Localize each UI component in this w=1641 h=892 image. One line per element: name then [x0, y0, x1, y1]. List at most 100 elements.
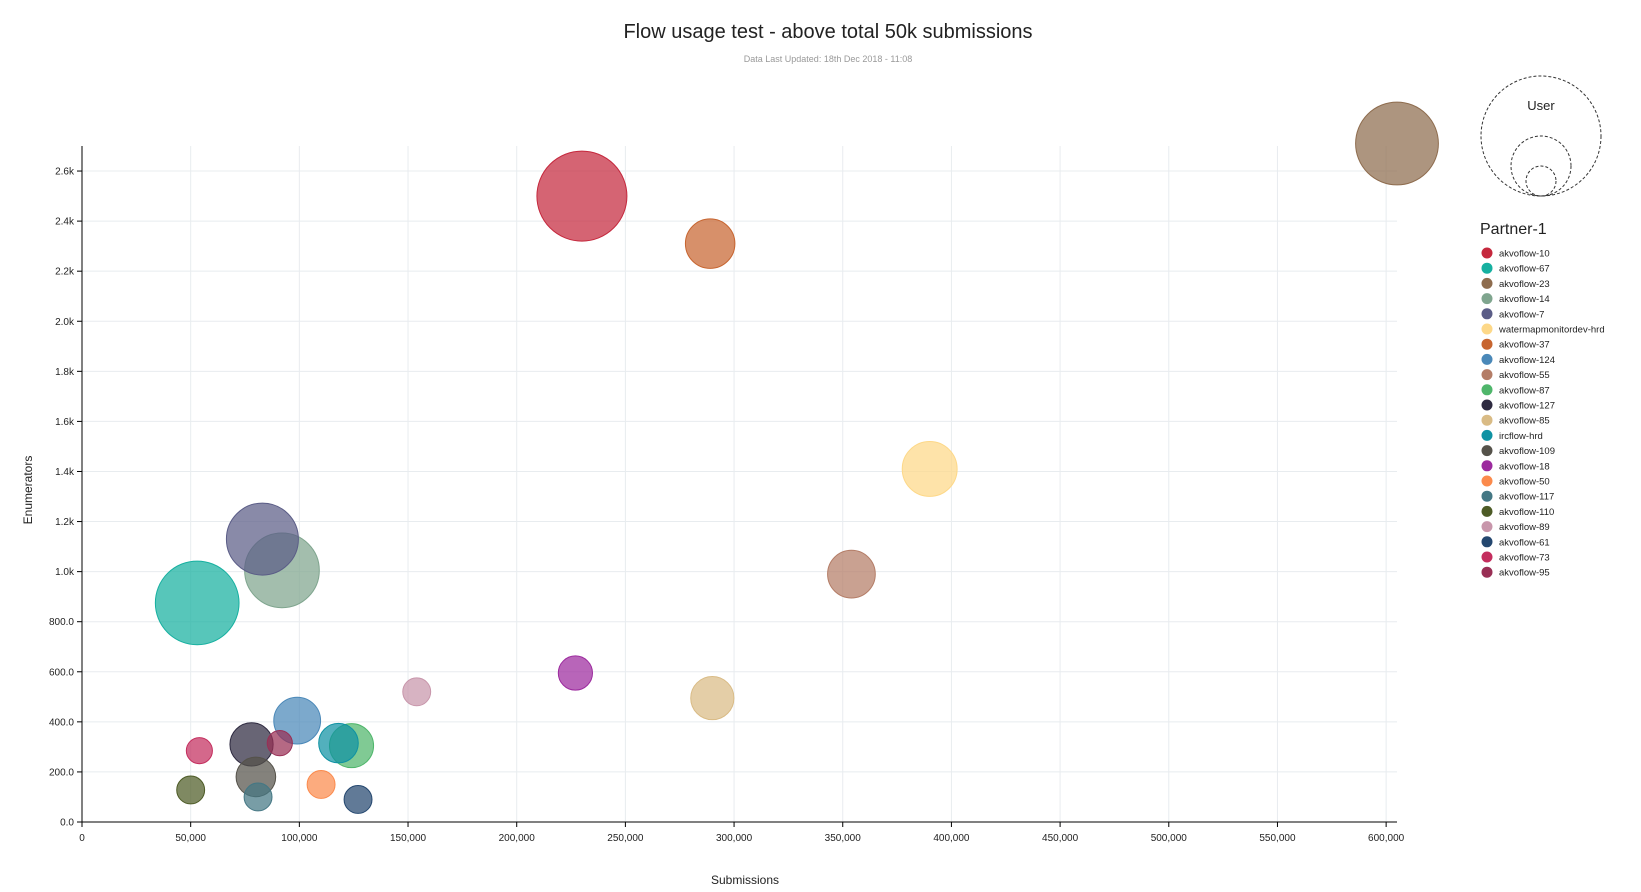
y-tick-label: 1.6k — [55, 417, 75, 428]
legend-swatch — [1481, 247, 1493, 259]
legend-item-akvoflow-85[interactable]: akvoflow-85 — [1481, 414, 1550, 427]
legend-item-akvoflow-95[interactable]: akvoflow-95 — [1481, 566, 1550, 579]
legend-item-akvoflow-117[interactable]: akvoflow-117 — [1481, 490, 1555, 503]
bubbles: akvoflow-10 akvoflow-67 akvoflow-23 akvoflo… — [154, 101, 1439, 814]
legend-swatch — [1481, 551, 1493, 563]
y-tick-label: 1.4k — [55, 467, 75, 478]
bubble-akvoflow-110[interactable]: akvoflow-110 — [176, 775, 206, 805]
legend-label: akvoflow-73 — [1499, 553, 1550, 564]
legend-item-akvoflow-23[interactable]: akvoflow-23 — [1481, 277, 1550, 290]
legend-item-akvoflow-87[interactable]: akvoflow-87 — [1481, 384, 1550, 396]
legend-item-watermapmonitordev-hrd[interactable]: watermapmonitordev-hrd — [1481, 323, 1605, 336]
x-tick-label: 550,000 — [1259, 833, 1296, 844]
legend-item-ircflow-hrd[interactable]: ircflow-hrd — [1481, 429, 1543, 442]
legend-label: akvoflow-85 — [1499, 416, 1550, 427]
chart-subtitle: Data Last Updated: 18th Dec 2018 - 11:08 — [744, 54, 912, 64]
bubble-akvoflow-10[interactable]: akvoflow-10 — [536, 150, 628, 242]
y-axis-label: Enumerators — [21, 456, 35, 525]
bubble-akvoflow-95[interactable]: akvoflow-95 — [266, 730, 293, 757]
legend-item-akvoflow-14[interactable]: akvoflow-14 — [1481, 293, 1550, 305]
legend-item-akvoflow-89[interactable]: akvoflow-89 — [1481, 521, 1550, 533]
bubble-akvoflow-50[interactable]: akvoflow-50 — [306, 769, 336, 799]
y-tick-label: 800.0 — [49, 617, 74, 628]
legend-label: akvoflow-50 — [1499, 477, 1550, 488]
y-tick-label: 2.6k — [55, 167, 75, 178]
bubble-akvoflow-61[interactable]: akvoflow-61 — [343, 785, 373, 814]
x-tick-label: 350,000 — [825, 833, 862, 844]
legend-swatch — [1481, 262, 1493, 274]
legend-item-akvoflow-109[interactable]: akvoflow-109 — [1481, 445, 1555, 457]
y-tick-label: 0.0 — [60, 818, 74, 829]
legend-swatch — [1481, 384, 1493, 396]
legend-item-akvoflow-67[interactable]: akvoflow-67 — [1481, 262, 1550, 275]
x-tick-label: 50,000 — [175, 833, 206, 844]
legend-label: akvoflow-109 — [1499, 446, 1555, 457]
legend-label: akvoflow-23 — [1499, 279, 1550, 290]
legend-label: akvoflow-127 — [1499, 401, 1555, 412]
legend-item-akvoflow-127[interactable]: akvoflow-127 — [1481, 399, 1555, 412]
legend-swatch — [1481, 505, 1493, 517]
bubble-ircflow-hrd[interactable]: ircflow-hrd — [318, 722, 359, 764]
legend-swatch — [1481, 445, 1493, 457]
legend-label: akvoflow-18 — [1499, 461, 1550, 472]
y-tick-label: 2.0k — [55, 317, 75, 328]
legend-item-akvoflow-7[interactable]: akvoflow-7 — [1481, 308, 1545, 320]
legend-swatch — [1481, 277, 1493, 289]
legend-item-akvoflow-61[interactable]: akvoflow-61 — [1481, 536, 1550, 548]
legend-swatch — [1481, 293, 1493, 305]
bubble-akvoflow-73[interactable]: akvoflow-73 — [185, 737, 213, 765]
bubble-akvoflow-7[interactable]: akvoflow-7 — [225, 502, 299, 576]
legend-item-akvoflow-10[interactable]: akvoflow-10 — [1481, 247, 1550, 260]
legend-swatch — [1481, 566, 1493, 578]
bubble-akvoflow-117[interactable]: akvoflow-117 — [243, 782, 273, 812]
y-tick-label: 2.2k — [55, 267, 75, 278]
y-tick-label: 400.0 — [49, 717, 74, 728]
legend-item-akvoflow-55[interactable]: akvoflow-55 — [1481, 369, 1550, 381]
bubble-akvoflow-89[interactable]: akvoflow-89 — [402, 677, 432, 707]
axes — [81, 146, 1397, 823]
bubble-akvoflow-37[interactable]: akvoflow-37 — [684, 218, 736, 269]
x-tick-label: 600,000 — [1368, 833, 1405, 844]
legend-swatch — [1481, 308, 1493, 320]
legend-swatch — [1481, 353, 1493, 365]
legend-label: akvoflow-110 — [1499, 507, 1554, 518]
legend-item-akvoflow-110[interactable]: akvoflow-110 — [1481, 505, 1555, 518]
y-tick-label: 1.0k — [55, 567, 75, 578]
legend-swatch — [1481, 460, 1493, 472]
legend-label: ircflow-hrd — [1499, 431, 1543, 442]
bubble-akvoflow-67[interactable]: akvoflow-67 — [154, 560, 240, 646]
legend-item-akvoflow-37[interactable]: akvoflow-37 — [1481, 338, 1550, 351]
x-tick-label: 100,000 — [281, 833, 318, 844]
legend-label: akvoflow-37 — [1499, 340, 1550, 351]
legend-label: akvoflow-124 — [1499, 355, 1555, 366]
bubble-akvoflow-55[interactable]: akvoflow-55 — [827, 549, 876, 599]
chart-title: Flow usage test - above total 50k submis… — [623, 21, 1032, 43]
legend-item-akvoflow-124[interactable]: akvoflow-124 — [1481, 353, 1555, 366]
bubble-akvoflow-85[interactable]: akvoflow-85 — [690, 675, 735, 721]
y-axis-ticks: 0.0 200.0 400.0 600.0 800.0 1.0k 1.2k 1.4k 1.6k 1… — [49, 167, 82, 829]
x-tick-label: 500,000 — [1151, 833, 1188, 844]
legend-item-akvoflow-50[interactable]: akvoflow-50 — [1481, 475, 1550, 488]
legend-swatch — [1481, 475, 1493, 487]
y-tick-label: 1.2k — [55, 517, 75, 528]
bubble-akvoflow-23[interactable]: akvoflow-23 — [1355, 101, 1439, 186]
legend-label: akvoflow-10 — [1499, 249, 1550, 260]
legend-label: akvoflow-89 — [1499, 522, 1550, 533]
legend-item-akvoflow-73[interactable]: akvoflow-73 — [1481, 551, 1550, 564]
legend-item-akvoflow-18[interactable]: akvoflow-18 — [1481, 460, 1550, 472]
legend-label: watermapmonitordev-hrd — [1498, 325, 1605, 336]
bubble-watermapmonitordev-hrd[interactable]: watermapmonitordev-hrd — [901, 441, 958, 497]
legend-swatch — [1481, 399, 1493, 411]
legend: akvoflow-10 akvoflow-67 akvoflow-23 akvoflo… — [1481, 247, 1605, 579]
legend-swatch — [1481, 338, 1493, 350]
bubble-akvoflow-18[interactable]: akvoflow-18 — [557, 655, 593, 691]
y-tick-label: 600.0 — [49, 667, 74, 678]
legend-label: akvoflow-7 — [1499, 309, 1544, 320]
size-legend-circle-large — [1480, 75, 1602, 197]
legend-swatch — [1481, 521, 1493, 533]
legend-swatch — [1481, 490, 1493, 502]
size-legend-title: User — [1527, 98, 1555, 113]
x-tick-label: 0 — [79, 833, 85, 844]
legend-label: akvoflow-14 — [1499, 294, 1550, 305]
